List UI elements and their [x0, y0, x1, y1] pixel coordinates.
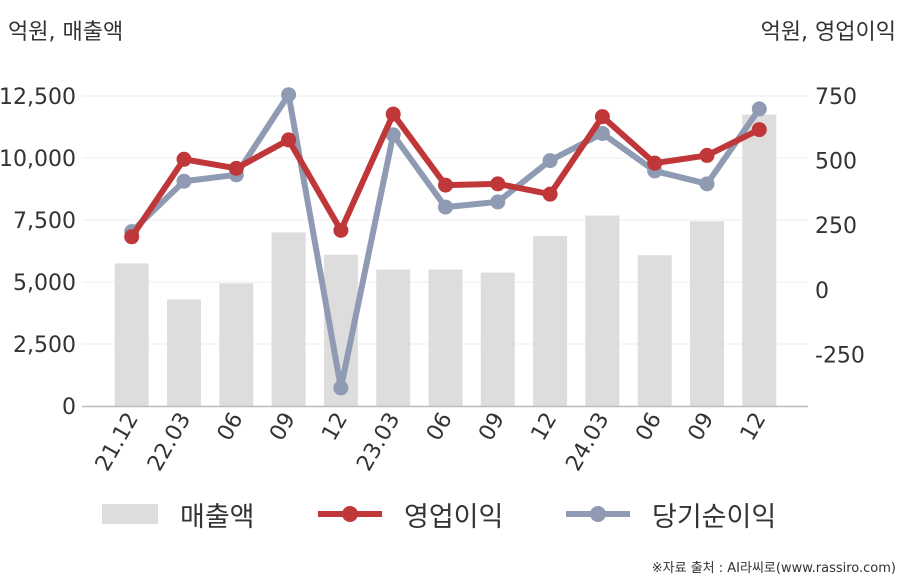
- operating-profit-point: [176, 151, 192, 167]
- operating-profit-point: [594, 109, 610, 125]
- profit-lines: [124, 87, 767, 396]
- net-income-point: [385, 127, 401, 143]
- operating-profit-point: [647, 155, 663, 171]
- left-tick-label: 0: [62, 395, 76, 420]
- x-tick-label: 12: [317, 409, 353, 446]
- net-income-point: [176, 173, 192, 189]
- x-tick-label: 22.03: [143, 409, 196, 476]
- line-marker-swatch-icon: [566, 506, 630, 522]
- revenue-bar: [167, 299, 201, 406]
- revenue-bars: [114, 114, 777, 406]
- legend-item-net-income: 당기순이익: [566, 492, 776, 536]
- left-tick-label: 2,500: [13, 333, 76, 358]
- combo-chart: 0 2,500 5,000 7,500 10,000 12,500 -250 0 250 500 7…: [0, 85, 865, 476]
- left-tick-label: 5,000: [13, 271, 76, 296]
- revenue-bar: [533, 236, 568, 406]
- revenue-bar: [271, 232, 306, 406]
- revenue-bar: [637, 255, 672, 406]
- revenue-bar: [480, 272, 515, 406]
- left-tick-label: 12,500: [0, 85, 76, 110]
- operating-profit-point: [124, 229, 140, 245]
- operating-profit-point: [281, 132, 297, 148]
- legend-label-operating-profit: 영업이익: [404, 501, 504, 533]
- operating-profit-point: [333, 222, 349, 238]
- legend-label-revenue: 매출액: [180, 501, 255, 533]
- revenue-bar: [219, 283, 254, 406]
- operating-profit-point: [542, 186, 558, 202]
- net-income-point: [281, 87, 297, 103]
- right-tick-label: 0: [815, 279, 829, 304]
- net-income-point: [333, 380, 349, 396]
- net-income-point: [751, 101, 767, 117]
- revenue-bar: [690, 221, 724, 406]
- x-tick-label: 24.03: [561, 409, 614, 476]
- x-tick-label: 06: [631, 409, 667, 446]
- right-tick-label: -250: [815, 343, 865, 368]
- operating-profit-point: [228, 160, 244, 176]
- operating-profit-point: [438, 177, 453, 193]
- bar-swatch-icon: [102, 504, 158, 524]
- revenue-bar: [428, 269, 463, 406]
- source-credit: ※자료 출처 : AI라씨로(www.rassiro.com): [651, 561, 896, 576]
- operating-profit-point: [490, 176, 506, 192]
- left-tick-label: 10,000: [0, 147, 76, 172]
- net-income-point: [490, 194, 506, 210]
- left-tick-label: 7,500: [13, 209, 76, 234]
- legend-label-net-income: 당기순이익: [652, 501, 777, 533]
- operating-profit-point: [751, 122, 767, 138]
- x-tick-label: 09: [474, 409, 510, 446]
- revenue-bar: [585, 215, 620, 406]
- operating-profit-point: [385, 106, 401, 122]
- revenue-bar: [114, 263, 149, 406]
- x-tick-label: 12: [527, 409, 563, 446]
- legend-item-revenue: 매출액: [102, 492, 255, 536]
- right-tick-label: 250: [815, 214, 857, 239]
- x-tick-label: 09: [684, 409, 720, 446]
- right-tick-label: 750: [815, 85, 857, 110]
- operating-profit-point: [699, 147, 715, 163]
- legend-item-operating-profit: 영업이익: [318, 492, 503, 536]
- x-tick-label: 21.12: [91, 409, 144, 476]
- legend: 매출액 영업이익 당기순이익: [0, 492, 908, 536]
- right-axis-unit: 억원, 영업이익: [760, 20, 896, 45]
- line-marker-swatch-icon: [318, 506, 382, 522]
- revenue-bar: [742, 114, 777, 406]
- x-tick-label: 06: [213, 409, 249, 446]
- x-tick-label: 23.03: [352, 409, 405, 476]
- net-income-point: [438, 199, 453, 215]
- x-tick-label: 12: [736, 409, 772, 446]
- x-tick-label: 09: [265, 409, 301, 446]
- revenue-bar: [376, 269, 411, 406]
- net-income-point: [594, 125, 610, 141]
- left-axis-unit: 억원, 매출액: [8, 20, 124, 45]
- net-income-point: [542, 153, 558, 169]
- x-tick-label: 06: [422, 409, 458, 446]
- right-tick-label: 500: [815, 150, 857, 175]
- net-income-point: [699, 176, 715, 192]
